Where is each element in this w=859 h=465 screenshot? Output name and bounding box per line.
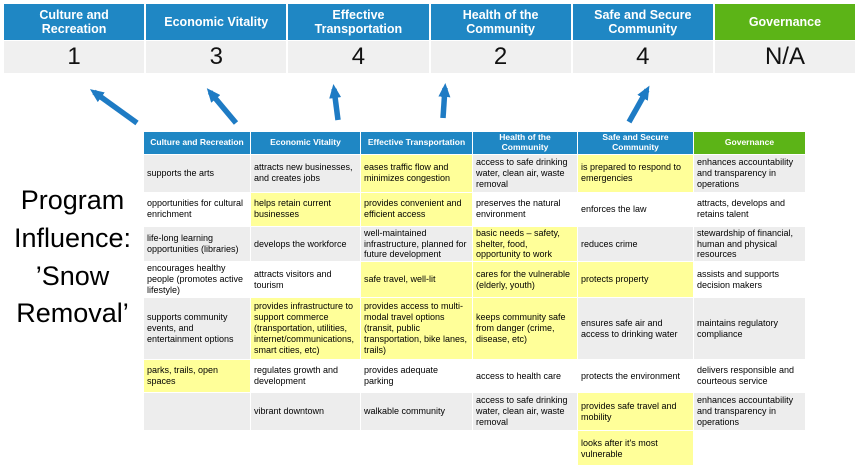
matrix-header-health-of-the-community: Health of the Community [472,131,578,155]
matrix-cell: access to safe drinking water, clean air… [472,153,578,193]
matrix-cell-highlighted: protects property [577,261,694,299]
matrix-cell: protects the environment [577,359,694,394]
matrix-cell: provides adequate parking [360,359,473,394]
matrix-cell: access to health care [472,359,578,394]
matrix-header-effective-transportation: Effective Transportation [360,131,473,155]
banner-category-governance: Governance [714,4,856,40]
matrix-cell-highlighted: basic needs – safety, shelter, food, opp… [472,225,578,263]
matrix-header-row: Culture and Recreation Economic Vitality E… [143,131,806,155]
matrix-cell: walkable community [360,392,473,432]
matrix-cell-highlighted: parks, trails, open spaces [143,359,251,394]
matrix-row: parks, trails, open spaces regulates grow… [143,359,806,394]
score-health-of-the-community: 2 [430,41,571,73]
banner-category-effective-transportation: Effective Transportation [288,4,429,40]
matrix-cell: regulates growth and development [250,359,361,394]
matrix-cell: attracts new businesses, and creates job… [250,153,361,193]
arrow-transportation [329,84,342,121]
matrix-row: opportunities for cultural enrichment hel… [143,191,806,227]
matrix-cell: develops the workforce [250,225,361,263]
banner-category-row: Culture and Recreation Economic Vitality E… [4,4,856,40]
matrix-row: vibrant downtown walkable community access… [143,392,806,432]
influence-arrows [89,83,650,126]
matrix-cell: ensures safe air and access to drinking … [577,297,694,361]
matrix-cell [472,430,578,465]
matrix-cell-highlighted: cares for the vulnerable (elderly, youth… [472,261,578,299]
matrix-cell: attracts visitors and tourism [250,261,361,299]
matrix-header-culture-and-recreation: Culture and Recreation [143,131,251,155]
arrow-safe [626,85,650,124]
scoreboard-banner: Culture and Recreation Economic Vitality E… [4,4,856,73]
arrow-economic [206,88,239,125]
banner-category-economic-vitality: Economic Vitality [146,4,287,40]
matrix-cell: encourages healthy people (promotes acti… [143,261,251,299]
matrix-cell: reduces crime [577,225,694,263]
matrix-cell-highlighted: helps retain current businesses [250,191,361,227]
score-culture-and-recreation: 1 [4,41,145,73]
banner-category-culture-and-recreation: Culture and Recreation [4,4,145,40]
matrix-cell: enhances accountability and transparency… [693,392,806,432]
matrix-cell: well-maintained infrastructure, planned … [360,225,473,263]
matrix-cell-highlighted: looks after it's most vulnerable [577,430,694,465]
matrix-cell [143,430,251,465]
matrix-cell-highlighted: eases traffic flow and minimizes congest… [360,153,473,193]
matrix-cell: delivers responsible and courteous servi… [693,359,806,394]
score-economic-vitality: 3 [146,41,287,73]
matrix-cell: enhances accountability and transparency… [693,153,806,193]
matrix-row: life-long learning opportunities (librar… [143,225,806,263]
arrow-health [438,83,451,119]
matrix-cell: opportunities for cultural enrichment [143,191,251,227]
arrow-culture [89,89,139,126]
matrix-cell: supports community events, and entertain… [143,297,251,361]
matrix-cell-highlighted: is prepared to respond to emergencies [577,153,694,193]
matrix-cell: stewardship of financial, human and phys… [693,225,806,263]
matrix-cell: access to safe drinking water, clean air… [472,392,578,432]
influence-matrix: Culture and Recreation Economic Vitality E… [143,131,806,465]
matrix-cell: life-long learning opportunities (librar… [143,225,251,263]
score-safe-and-secure-community: 4 [572,41,713,73]
score-effective-transportation: 4 [288,41,429,73]
matrix-header-economic-vitality: Economic Vitality [250,131,361,155]
matrix-row: supports the arts attracts new businesses… [143,153,806,193]
matrix-cell: maintains regulatory compliance [693,297,806,361]
matrix-cell-highlighted: safe travel, well-lit [360,261,473,299]
matrix-cell: vibrant downtown [250,392,361,432]
matrix-cell-highlighted: keeps community safe from danger (crime,… [472,297,578,361]
matrix-cell [360,430,473,465]
banner-category-safe-and-secure-community: Safe and Secure Community [572,4,713,40]
matrix-cell [250,430,361,465]
matrix-cell: enforces the law [577,191,694,227]
matrix-cell-highlighted: provides convenient and efficient access [360,191,473,227]
matrix-cell [693,430,806,465]
matrix-header-governance: Governance [693,131,806,155]
program-title: Program Influence: ’Snow Removal’ [13,185,132,329]
matrix-cell: attracts, develops and retains talent [693,191,806,227]
score-governance: N/A [714,41,856,73]
matrix-row: looks after it's most vulnerable [143,430,806,465]
matrix-cell-highlighted: provides access to multi-modal travel op… [360,297,473,361]
matrix-row: encourages healthy people (promotes acti… [143,261,806,299]
matrix-cell: supports the arts [143,153,251,193]
matrix-header-safe-and-secure-community: Safe and Secure Community [577,131,694,155]
matrix-table: Culture and Recreation Economic Vitality E… [143,131,806,465]
matrix-cell: assists and supports decision makers [693,261,806,299]
matrix-row: supports community events, and entertain… [143,297,806,361]
matrix-cell-highlighted: provides safe travel and mobility [577,392,694,432]
banner-category-health-of-the-community: Health of the Community [430,4,571,40]
banner-score-row: 1 3 4 2 4 N/A [4,40,856,73]
matrix-cell [143,392,251,432]
matrix-cell: preserves the natural environment [472,191,578,227]
matrix-cell-highlighted: provides infrastructure to support comme… [250,297,361,361]
matrix-body: supports the arts attracts new businesses… [143,153,806,465]
